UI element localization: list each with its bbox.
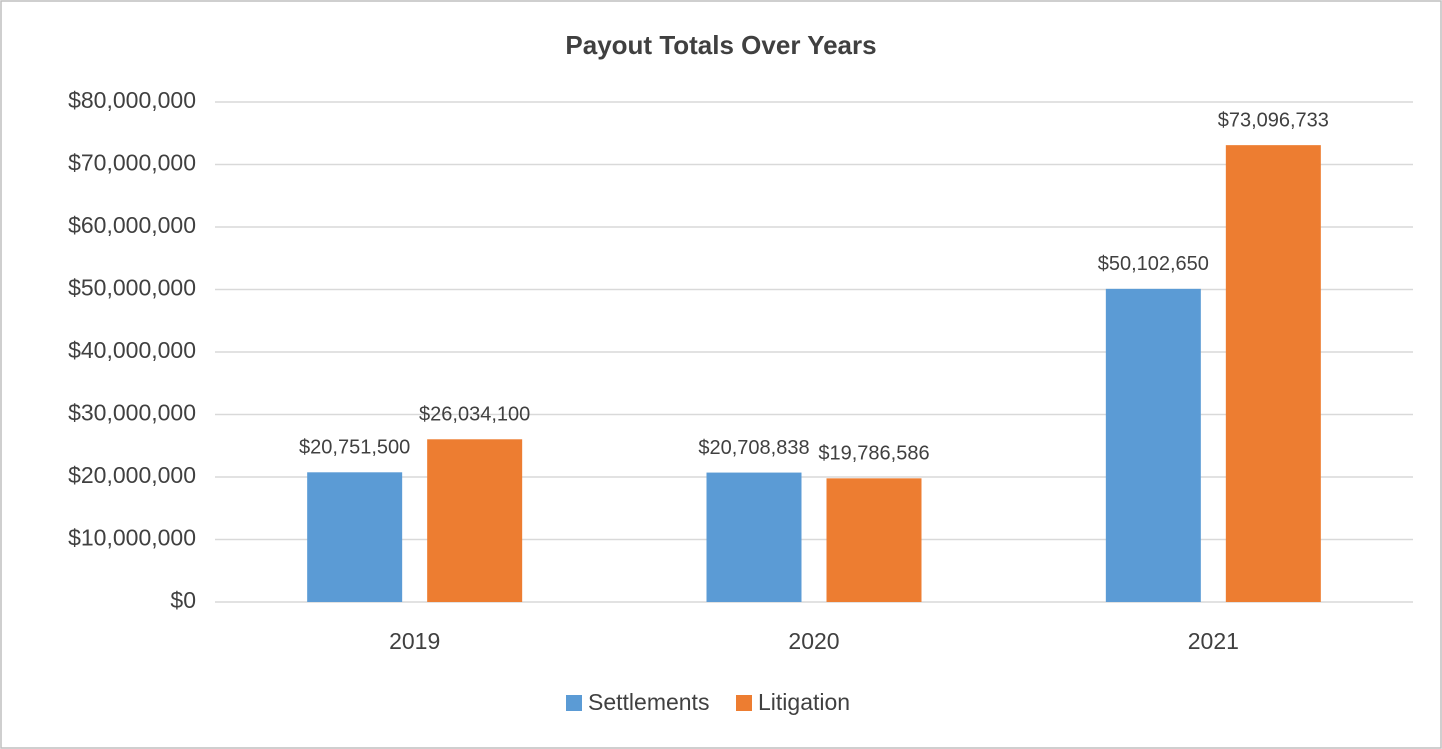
x-tick-label: 2019 <box>389 628 440 654</box>
legend-swatch <box>736 695 752 711</box>
legend-label: Settlements <box>588 689 709 715</box>
value-label: $50,102,650 <box>1098 253 1209 275</box>
y-tick-label: $70,000,000 <box>68 150 196 176</box>
x-tick-label: 2020 <box>788 628 839 654</box>
y-tick-label: $50,000,000 <box>68 275 196 301</box>
y-tick-label: $80,000,000 <box>68 87 196 113</box>
value-label: $20,708,838 <box>698 437 809 459</box>
value-label: $20,751,500 <box>299 437 410 459</box>
y-tick-label: $30,000,000 <box>68 400 196 426</box>
legend-swatch <box>566 695 582 711</box>
y-tick-label: $40,000,000 <box>68 337 196 363</box>
y-tick-label: $60,000,000 <box>68 212 196 238</box>
x-tick-label: 2021 <box>1188 628 1239 654</box>
bar <box>826 478 922 602</box>
y-tick-label: $10,000,000 <box>68 525 196 551</box>
chart-title: Payout Totals Over Years <box>565 30 876 60</box>
bar <box>1105 288 1201 602</box>
y-tick-label: $0 <box>170 587 196 613</box>
y-tick-label: $20,000,000 <box>68 462 196 488</box>
bar <box>427 439 523 602</box>
bar <box>307 472 403 602</box>
bar <box>1225 145 1321 602</box>
value-label: $19,786,586 <box>818 443 929 465</box>
value-label: $26,034,100 <box>419 404 530 426</box>
value-label: $73,096,733 <box>1218 109 1329 131</box>
bar <box>706 472 802 602</box>
legend-label: Litigation <box>758 689 850 715</box>
